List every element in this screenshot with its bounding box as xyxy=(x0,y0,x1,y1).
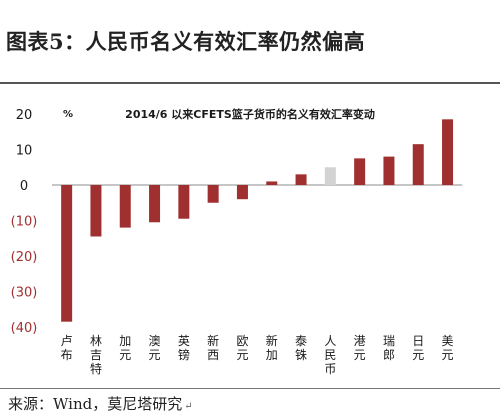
x-tick-label: 美元 xyxy=(442,334,454,362)
y-axis-label: % xyxy=(63,109,73,120)
chart-title: 2014/6 以来CFETS篮子货币的名义有效汇率变动 xyxy=(125,107,375,121)
bar xyxy=(119,185,131,228)
x-tick-label: 新加 xyxy=(266,333,278,362)
x-tick-label: 新西 xyxy=(207,333,219,362)
bar xyxy=(149,185,161,223)
figure-title: 图表5：人民币名义有效汇率仍然偏高 xyxy=(6,29,366,54)
x-tick-label: 加元 xyxy=(119,334,131,362)
y-tick-label: 20 xyxy=(16,108,33,123)
y-tick-label: 10 xyxy=(16,144,33,159)
x-tick-label: 日元 xyxy=(412,334,424,362)
bar xyxy=(324,167,336,185)
bar xyxy=(383,156,395,185)
y-tick-label: (30) xyxy=(11,286,38,301)
y-tick-label: 0 xyxy=(20,179,28,194)
chart-container: 2014/6 以来CFETS篮子货币的名义有效汇率变动% 20 10 0 (10) (20… xyxy=(0,84,500,384)
x-tick-label: 澳元 xyxy=(149,334,161,362)
x-tick-label: 人民币 xyxy=(324,334,336,376)
bar xyxy=(266,181,278,185)
bar-chart: 2014/6 以来CFETS篮子货币的名义有效汇率变动% 20 10 0 (10) (20… xyxy=(11,107,463,376)
bar xyxy=(442,119,454,185)
x-tick-label: 英镑 xyxy=(178,334,190,362)
bar xyxy=(207,185,219,203)
bar xyxy=(354,158,366,185)
title-divider xyxy=(0,82,500,84)
x-tick-label: 瑞郎 xyxy=(383,334,395,362)
y-tick-label: (40) xyxy=(11,321,38,336)
x-tick-label: 欧元 xyxy=(236,334,248,362)
x-tick-label: 港元 xyxy=(354,334,366,362)
paragraph-mark-icon: ↵ xyxy=(184,401,193,412)
source-note: 来源：Wind，莫尼塔研究 ↵ xyxy=(8,393,193,414)
x-tick-label: 泰铢 xyxy=(295,334,307,362)
y-tick-label: (20) xyxy=(11,250,38,265)
bar xyxy=(90,185,102,237)
bar xyxy=(412,144,424,185)
bar xyxy=(295,174,307,185)
x-tick-label: 卢布 xyxy=(61,333,73,362)
bar xyxy=(178,185,190,219)
x-tick-label: 林吉特 xyxy=(90,334,102,376)
source-text: 来源：Wind，莫尼塔研究 xyxy=(8,395,183,413)
y-tick-label: (10) xyxy=(11,215,38,230)
bar xyxy=(236,185,248,200)
bottom-divider xyxy=(0,388,500,389)
bar xyxy=(61,185,73,322)
